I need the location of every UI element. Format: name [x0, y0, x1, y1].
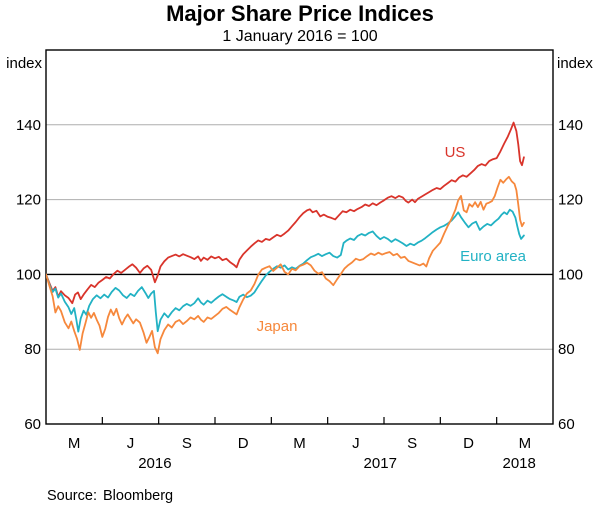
us-series-label: US [445, 144, 466, 161]
x-month-label: D [238, 435, 249, 452]
x-year-label: 2017 [364, 455, 397, 472]
y-tick-label-right: 80 [558, 341, 575, 358]
japan-series-line [46, 175, 525, 355]
x-month-label: M [68, 435, 81, 452]
us-series-line [46, 121, 525, 305]
x-month-label: D [463, 435, 474, 452]
japan-series-label: Japan [257, 318, 298, 335]
x-year-label: 2016 [138, 455, 171, 472]
x-month-label: J [352, 435, 360, 452]
x-month-label: J [127, 435, 135, 452]
x-month-label: S [182, 435, 192, 452]
y-tick-label-right: 60 [558, 416, 575, 433]
y-tick-label-left: 80 [24, 341, 41, 358]
y-axis-unit-label-right: index [557, 55, 593, 72]
x-month-label: M [293, 435, 306, 452]
y-tick-label-right: 120 [558, 192, 583, 209]
y-tick-label-left: 60 [24, 416, 41, 433]
x-month-label: S [407, 435, 417, 452]
y-axis-unit-label-left: index [6, 55, 42, 72]
chart-subtitle: 1 January 2016 = 100 [222, 28, 378, 45]
x-year-label: 2018 [503, 455, 536, 472]
y-tick-label-right: 140 [558, 117, 583, 134]
plot-frame [45, 49, 554, 425]
chart-title: Major Share Price Indices [166, 1, 434, 26]
y-tick-label-right: 100 [558, 266, 583, 283]
source-prefix-label: Source: [47, 488, 97, 504]
y-tick-label-left: 100 [16, 266, 41, 283]
x-month-label: M [519, 435, 532, 452]
source-text-label: Bloomberg [103, 488, 173, 504]
y-tick-label-left: 120 [16, 192, 41, 209]
euro-area-series-label: Euro area [460, 248, 527, 265]
y-tick-label-left: 140 [16, 117, 41, 134]
